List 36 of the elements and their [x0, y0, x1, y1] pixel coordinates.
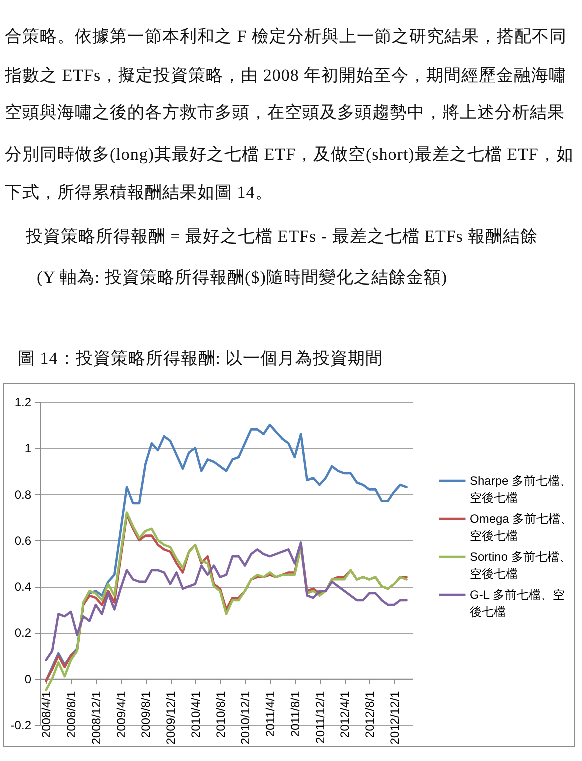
- x-tick-label: 2009/12/1: [164, 691, 178, 745]
- y-tick-label: 0.8: [14, 488, 32, 502]
- x-tick-label: 2008/12/1: [89, 691, 104, 745]
- x-tick-label: 2011/12/1: [313, 691, 328, 744]
- y-tick-label: 0.4: [14, 580, 32, 594]
- x-tick-label: 2010/4/1: [188, 691, 203, 738]
- y-tick-label: 0.6: [14, 534, 32, 548]
- x-tick-label: 2008/8/1: [64, 691, 79, 738]
- text: 分別同時做多(long)其最好之七檔 ETF，及做空(short)最差之七檔 ETF，如: [5, 144, 574, 166]
- y-tick-label: 1.2: [14, 396, 32, 410]
- text: 指數之 ETFs，擬定投資策略，由 2008 年初開始至今，期間經歷金融海嘯: [5, 65, 567, 87]
- legend-label: G-L 多前七檔、空後七檔: [470, 588, 565, 620]
- text: 合策略。依據第一節本利和之 F 檢定分析與上一節之研究結果，搭配不同: [5, 26, 567, 48]
- x-tick-label: 2011/8/1: [288, 691, 302, 738]
- y-tick-label: 0: [24, 672, 32, 686]
- x-tick-label: 2012/12/1: [388, 691, 402, 745]
- legend-label: Sharpe 多前七檔、空後七檔: [470, 474, 572, 506]
- x-tick-label: 2009/4/1: [114, 691, 128, 738]
- text: 空頭與海嘯之後的各方救市多頭，在空頭及多頭趨勢中，將上述分析結果: [5, 102, 565, 124]
- x-tick-label: 2009/8/1: [139, 691, 154, 738]
- text: (Y 軸為: 投資策略所得報酬($)隨時間變化之結餘金額): [37, 267, 448, 289]
- text: 下式，所得累積報酬結果如圖 14。: [5, 182, 273, 204]
- x-tick-label: 2010/8/1: [214, 691, 228, 738]
- legend-label: Sortino 多前七檔、空後七檔: [470, 550, 572, 582]
- x-tick-label: 2010/12/1: [238, 691, 253, 745]
- line-series: [45, 542, 408, 662]
- x-tick-label: 2008/4/1: [40, 691, 54, 738]
- x-tick-label: 2012/4/1: [338, 691, 352, 738]
- legend-label: Omega 多前七檔、空後七檔: [470, 512, 573, 544]
- text: 投資策略所得報酬 = 最好之七檔 ETFs - 最差之七檔 ETFs 報酬結餘: [26, 226, 538, 248]
- y-tick-label: 1: [24, 442, 32, 456]
- y-tick-label: 0.2: [14, 626, 32, 640]
- y-tick-label: -0.2: [10, 718, 32, 732]
- x-tick-label: 2011/4/1: [264, 691, 278, 738]
- x-tick-label: 2012/8/1: [362, 691, 377, 738]
- chart-title: 圖 14：投資策略所得報酬: 以一個月為投資期間: [18, 348, 384, 370]
